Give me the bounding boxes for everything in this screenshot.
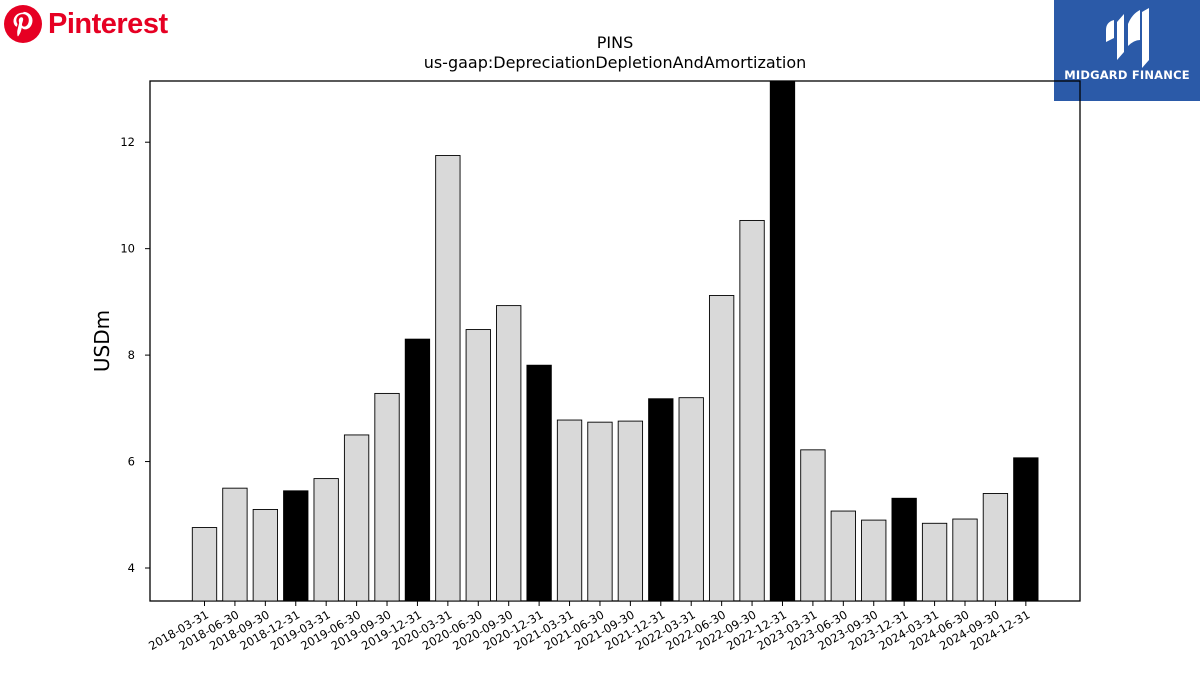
y-axis: 4 6 8 10 12 — [120, 135, 150, 575]
bar-2020-09-30 — [496, 305, 522, 602]
y-tick-label: 10 — [120, 242, 135, 256]
bar-2021-06-30 — [587, 421, 613, 602]
bar-2018-03-31 — [191, 527, 218, 602]
bar-2019-06-30 — [343, 434, 370, 602]
bar-2019-09-30 — [374, 392, 400, 602]
bar-2024-06-30 — [952, 518, 978, 602]
bar-2019-12-31 — [404, 338, 431, 602]
bar-2023-03-31 — [800, 449, 826, 602]
bar-2023-09-30 — [861, 519, 887, 602]
bar-2019-03-31 — [313, 478, 339, 602]
bar-2020-12-31 — [526, 364, 552, 602]
bar-2021-12-31 — [648, 398, 674, 602]
bar-2024-09-30 — [982, 493, 1009, 602]
bar-2023-06-30 — [830, 510, 856, 602]
pinterest-wordmark: Pinterest — [48, 7, 168, 40]
bar-2022-06-30 — [708, 295, 735, 602]
y-tick-label: 4 — [128, 561, 135, 575]
bar-2022-03-31 — [678, 397, 704, 602]
bar-2024-12-31 — [1013, 457, 1039, 602]
bar-2022-09-30 — [739, 219, 765, 602]
chart-title: PINS — [596, 33, 634, 52]
midgard-finance-label: MIDGARD FINANCE — [1064, 68, 1190, 82]
bar-2021-03-31 — [556, 419, 583, 602]
bar-2018-06-30 — [222, 487, 248, 602]
y-tick-label: 6 — [128, 455, 135, 469]
bar-2022-12-31 — [769, 80, 796, 602]
midgard-finance-badge: MIDGARD FINANCE — [1054, 0, 1200, 101]
bars-group — [191, 80, 1039, 602]
midgard-logo-icon — [1106, 8, 1149, 68]
pinterest-icon — [4, 5, 42, 43]
y-tick-label: 8 — [128, 348, 135, 362]
bar-2024-03-31 — [921, 522, 948, 602]
chart-subtitle: us-gaap:DepreciationDepletionAndAmortiza… — [423, 53, 807, 72]
y-tick-label: 12 — [120, 135, 135, 149]
pinterest-logo: Pinterest — [4, 4, 168, 44]
bar-2021-09-30 — [617, 420, 644, 602]
bar-2020-03-31 — [435, 155, 461, 602]
bar-2018-12-31 — [283, 490, 309, 602]
bar-2018-09-30 — [252, 509, 278, 602]
plot-frame — [149, 80, 1081, 602]
x-axis: 2018-03-312018-06-302018-09-302018-12-31… — [146, 601, 1032, 653]
y-axis-label: USDm — [90, 310, 114, 372]
bar-2020-06-30 — [465, 329, 491, 602]
bar-2023-12-31 — [891, 497, 917, 602]
